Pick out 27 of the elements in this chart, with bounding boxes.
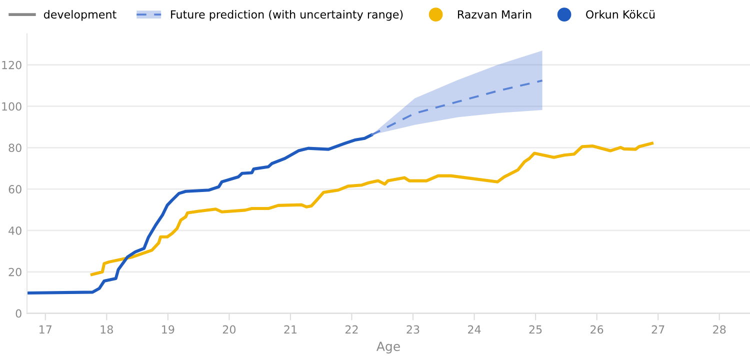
y-tick-label: 60	[8, 185, 22, 194]
y-tick-label: 20	[8, 268, 22, 276]
x-tick-label: 17	[40, 325, 52, 334]
y-tick-label: 100	[2, 102, 22, 111]
legend-label: Razvan Marin	[458, 10, 532, 19]
x-tick-label: 20	[222, 325, 236, 334]
x-axis-title: Age	[376, 342, 400, 354]
x-tick-label: 28	[713, 325, 726, 334]
legend-label: Future prediction (with uncertainty range)	[171, 10, 403, 21]
y-tick-label: 40	[8, 226, 22, 235]
y-tick-label: 0	[16, 309, 22, 318]
line-series	[27, 134, 373, 295]
x-tick-label: 22	[345, 325, 358, 334]
x-tick-label: 24	[468, 325, 481, 334]
y-tick-label: 80	[8, 144, 22, 152]
text: development	[44, 10, 116, 21]
x-tick-label: 18	[100, 325, 113, 334]
x-tick-label: 21	[284, 325, 297, 334]
line-series	[370, 80, 544, 136]
x-tick-label: 23	[406, 325, 420, 334]
x-tick-label: 25	[529, 325, 542, 334]
line-series	[90, 142, 654, 276]
x-tick-label: 27	[652, 325, 664, 334]
x-tick-label: 26	[590, 325, 604, 334]
x-tick-label: 19	[162, 325, 174, 334]
y-tick-label: 120	[2, 60, 22, 70]
legend-label: Orkun Kökcü	[586, 10, 655, 19]
